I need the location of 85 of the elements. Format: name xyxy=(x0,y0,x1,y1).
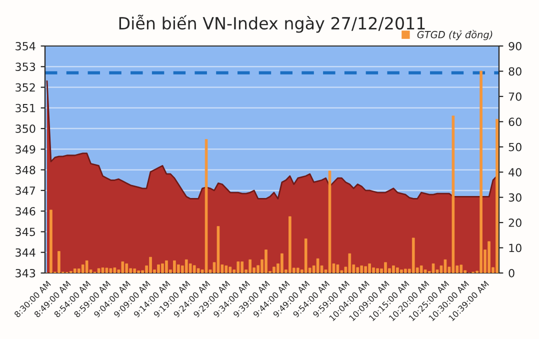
bar xyxy=(360,265,364,273)
bar xyxy=(224,265,228,273)
y-tick-label: 345 xyxy=(16,228,35,236)
bar xyxy=(444,259,447,273)
y2-tick-label: 80 xyxy=(508,67,522,76)
y-tick-label: 344 xyxy=(16,248,36,257)
y-tick-label: 346 xyxy=(16,207,36,216)
bar xyxy=(348,253,352,273)
y-tick-label: 351 xyxy=(16,104,35,112)
bar xyxy=(288,216,292,273)
bar xyxy=(177,264,180,273)
bar xyxy=(109,268,112,273)
y-tick-label: 352 xyxy=(16,83,35,92)
bar xyxy=(480,70,482,273)
bar xyxy=(272,266,276,273)
y-tick-label: 349 xyxy=(16,145,36,154)
bar xyxy=(316,258,320,273)
y-tick-label: 350 xyxy=(16,124,36,133)
bar xyxy=(496,118,498,273)
bar xyxy=(392,265,395,273)
bar xyxy=(264,250,268,273)
y2-tick-label: 50 xyxy=(508,142,522,152)
bar xyxy=(105,268,108,273)
bar xyxy=(85,260,88,273)
bar xyxy=(356,267,360,273)
bar xyxy=(188,263,192,273)
bar xyxy=(73,268,76,273)
bar xyxy=(58,251,60,273)
bar xyxy=(400,270,403,273)
bar xyxy=(125,263,128,273)
y-tick-label: 343 xyxy=(16,268,36,278)
bar xyxy=(396,267,399,273)
bar xyxy=(196,268,200,273)
bar xyxy=(240,261,244,273)
bar xyxy=(173,260,176,273)
bar xyxy=(372,267,375,273)
bar xyxy=(424,270,427,273)
y2-tick-label: 10 xyxy=(509,244,522,252)
y2-tick-label: 90 xyxy=(508,42,522,50)
bar xyxy=(296,268,300,273)
bar xyxy=(50,210,52,273)
bar xyxy=(149,256,152,273)
bar xyxy=(216,226,220,273)
bar xyxy=(101,267,104,273)
bar xyxy=(364,266,367,273)
bar xyxy=(280,253,284,273)
bar xyxy=(304,238,308,273)
bar xyxy=(328,170,332,273)
bar xyxy=(228,266,232,273)
y-tick-label: 347 xyxy=(16,186,36,195)
bar xyxy=(184,259,188,273)
y2-tick-label: 30 xyxy=(508,193,522,202)
bar xyxy=(412,238,415,273)
bar xyxy=(452,116,455,273)
bar xyxy=(81,264,84,273)
bar xyxy=(97,268,100,273)
y-tick-label: 354 xyxy=(16,42,36,50)
bar xyxy=(432,263,435,273)
bar xyxy=(133,268,136,273)
bar xyxy=(157,264,160,273)
bar xyxy=(420,265,423,273)
y2-tick-label: 60 xyxy=(508,118,522,126)
bar xyxy=(376,268,379,273)
bar xyxy=(121,261,124,273)
bar xyxy=(165,260,168,273)
y-tick-label: 353 xyxy=(16,62,36,72)
bar xyxy=(368,263,371,273)
y2-tick-label: 0 xyxy=(508,268,514,278)
bar xyxy=(404,268,407,273)
bar xyxy=(248,259,252,273)
bar xyxy=(384,262,387,273)
y2-tick-label: 20 xyxy=(508,218,522,227)
bar xyxy=(113,267,116,273)
bar xyxy=(77,268,80,273)
bar xyxy=(192,265,196,273)
bar xyxy=(460,264,463,273)
y2-tick-label: 70 xyxy=(508,92,522,101)
bar xyxy=(336,264,340,273)
legend-label: GTGD (tỷ đồng) xyxy=(417,30,492,40)
y-tick-label: 348 xyxy=(16,166,36,174)
bar xyxy=(161,263,164,273)
bar xyxy=(204,139,208,273)
bar xyxy=(488,241,490,273)
bar xyxy=(236,261,240,273)
y2-tick-label: 40 xyxy=(508,168,522,176)
